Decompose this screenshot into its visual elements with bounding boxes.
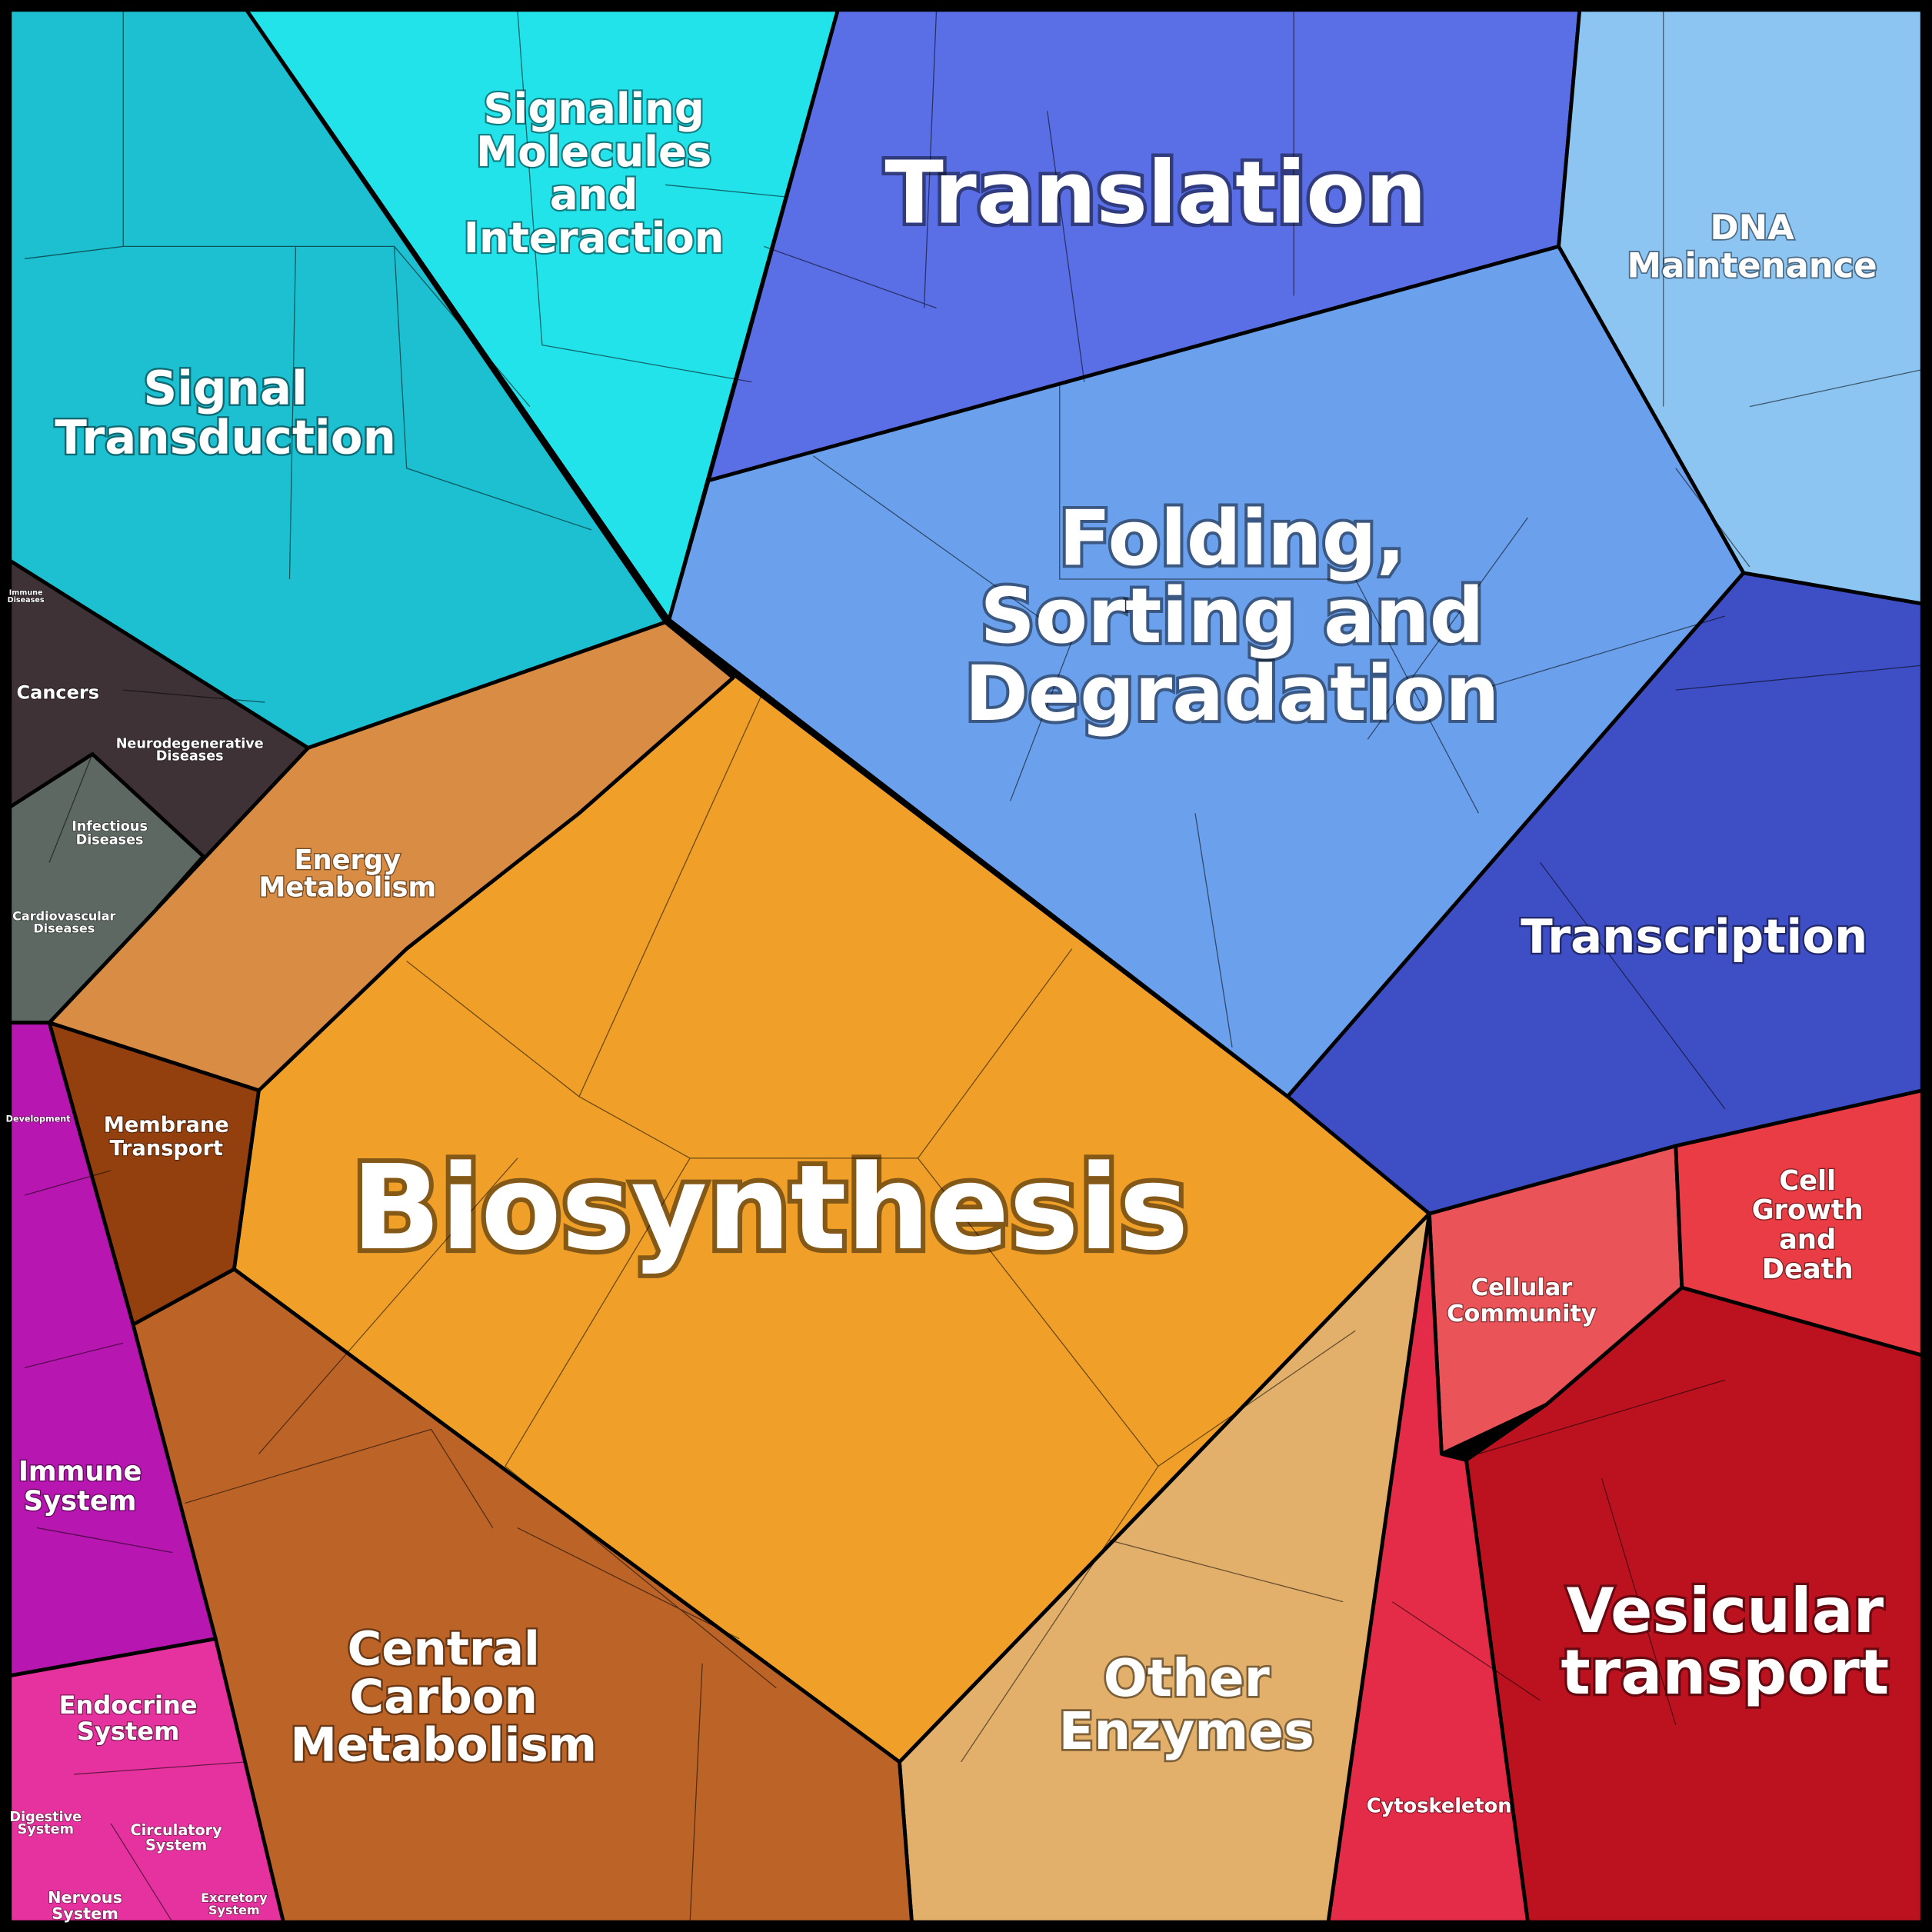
label-line: Endocrine [59,1690,198,1720]
label-line: Cellular [1471,1274,1572,1301]
label-line: Interaction [464,213,724,262]
label-line: System [18,1822,74,1837]
label-line: Folding, [1059,495,1406,583]
region-label: DNA Maintenance [1627,206,1877,285]
label-line: Transduction [55,410,396,465]
label-line: Central [348,1621,540,1676]
region-label: Cell Growth and Death [1752,1164,1864,1284]
region-label: Vesicular transport [1561,1574,1890,1707]
label-line: Diseases [33,921,95,935]
label-line: Enzymes [1058,1701,1314,1761]
label-line: Translation [884,144,1427,244]
label-line: Maintenance [1627,245,1877,285]
label-line: Metabolism [258,871,436,903]
label-line: Degradation [964,649,1499,738]
region-label: Folding, Sorting and Degradation [964,495,1499,738]
label-line: Death [1762,1254,1854,1285]
region-label: Cellular Community [1447,1274,1597,1327]
label-line: Molecules [476,127,711,176]
label-line: Cytoskeleton [1367,1795,1512,1818]
region-label: Endocrine System [59,1690,198,1746]
label-line: Transcription [1521,909,1867,964]
label-line: Sorting and [980,572,1484,661]
label-line: Energy [294,844,401,876]
label-line: System [24,1485,137,1517]
label-line: Carbon [350,1670,538,1724]
label-line: Development [6,1114,72,1124]
label-line: and [1779,1224,1836,1255]
region-label: Immune Diseases [8,588,45,605]
label-line: System [52,1904,118,1923]
label-line: Transport [109,1137,223,1161]
label-line: Immune [18,1455,142,1487]
label-line: Biosynthesis [351,1140,1189,1276]
label-line: Nervous [48,1888,122,1907]
region-label: Immune System [18,1455,142,1516]
label-line: Membrane [104,1113,229,1137]
region-label: Digestive System [9,1810,82,1837]
region-label: Nervous System [48,1888,122,1923]
label-line: Signaling [483,84,704,133]
label-line: Other [1104,1648,1270,1708]
cell-lines [24,9,1923,1923]
region-label: Circulatory System [130,1821,222,1854]
label-line: Cancers [16,681,99,703]
region-label: Signal Transduction [55,361,396,465]
label-line: and [550,170,638,219]
label-line: Neurodegenerative [116,737,264,752]
label-line: Cardiovascular [12,908,115,923]
region-label: Cancers [16,681,99,703]
region-label: Membrane Transport [104,1113,229,1160]
region-label: Central Carbon Metabolism [290,1621,597,1772]
label-line: DNA [1710,206,1794,247]
region-label: Other Enzymes [1058,1648,1314,1761]
label-line: Infectious [72,819,148,834]
label-line: Growth [1752,1194,1864,1226]
region-label: Biosynthesis [351,1140,1189,1276]
region-label: Excretory System [201,1890,268,1917]
region-label: Signaling Molecules and Interaction [464,84,724,262]
region-label: Infectious Diseases [72,819,148,848]
label-line: System [77,1717,179,1746]
region-label: Cytoskeleton [1367,1795,1512,1818]
cell-texture [24,9,1923,1923]
label-line: System [208,1903,260,1917]
label-line: Metabolism [290,1717,597,1772]
label-line: Vesicular [1567,1574,1884,1646]
region-label: Development [6,1114,72,1124]
label-line: Immune [9,588,43,597]
label-line: Signal [143,361,308,415]
label-line: Cell [1779,1164,1836,1196]
region-label: Neurodegenerative Diseases [116,737,264,764]
label-line: transport [1561,1636,1890,1707]
label-line: Community [1447,1300,1597,1327]
label-line: Diseases [8,596,45,605]
region-label: Energy Metabolism [258,844,436,903]
region-label: Transcription [1521,909,1867,964]
region-label: Cardiovascular Diseases [12,908,115,935]
label-line: Digestive [9,1810,82,1825]
region-endocrine [8,1637,285,1924]
region-organismal [8,1021,218,1678]
label-line: Diseases [76,833,144,848]
label-line: Circulatory [130,1821,222,1839]
regions [8,8,1924,1924]
label-line: System [145,1836,207,1854]
region-label: Translation [884,144,1427,244]
label-line: Diseases [156,749,224,764]
label-line: Excretory [201,1890,268,1905]
